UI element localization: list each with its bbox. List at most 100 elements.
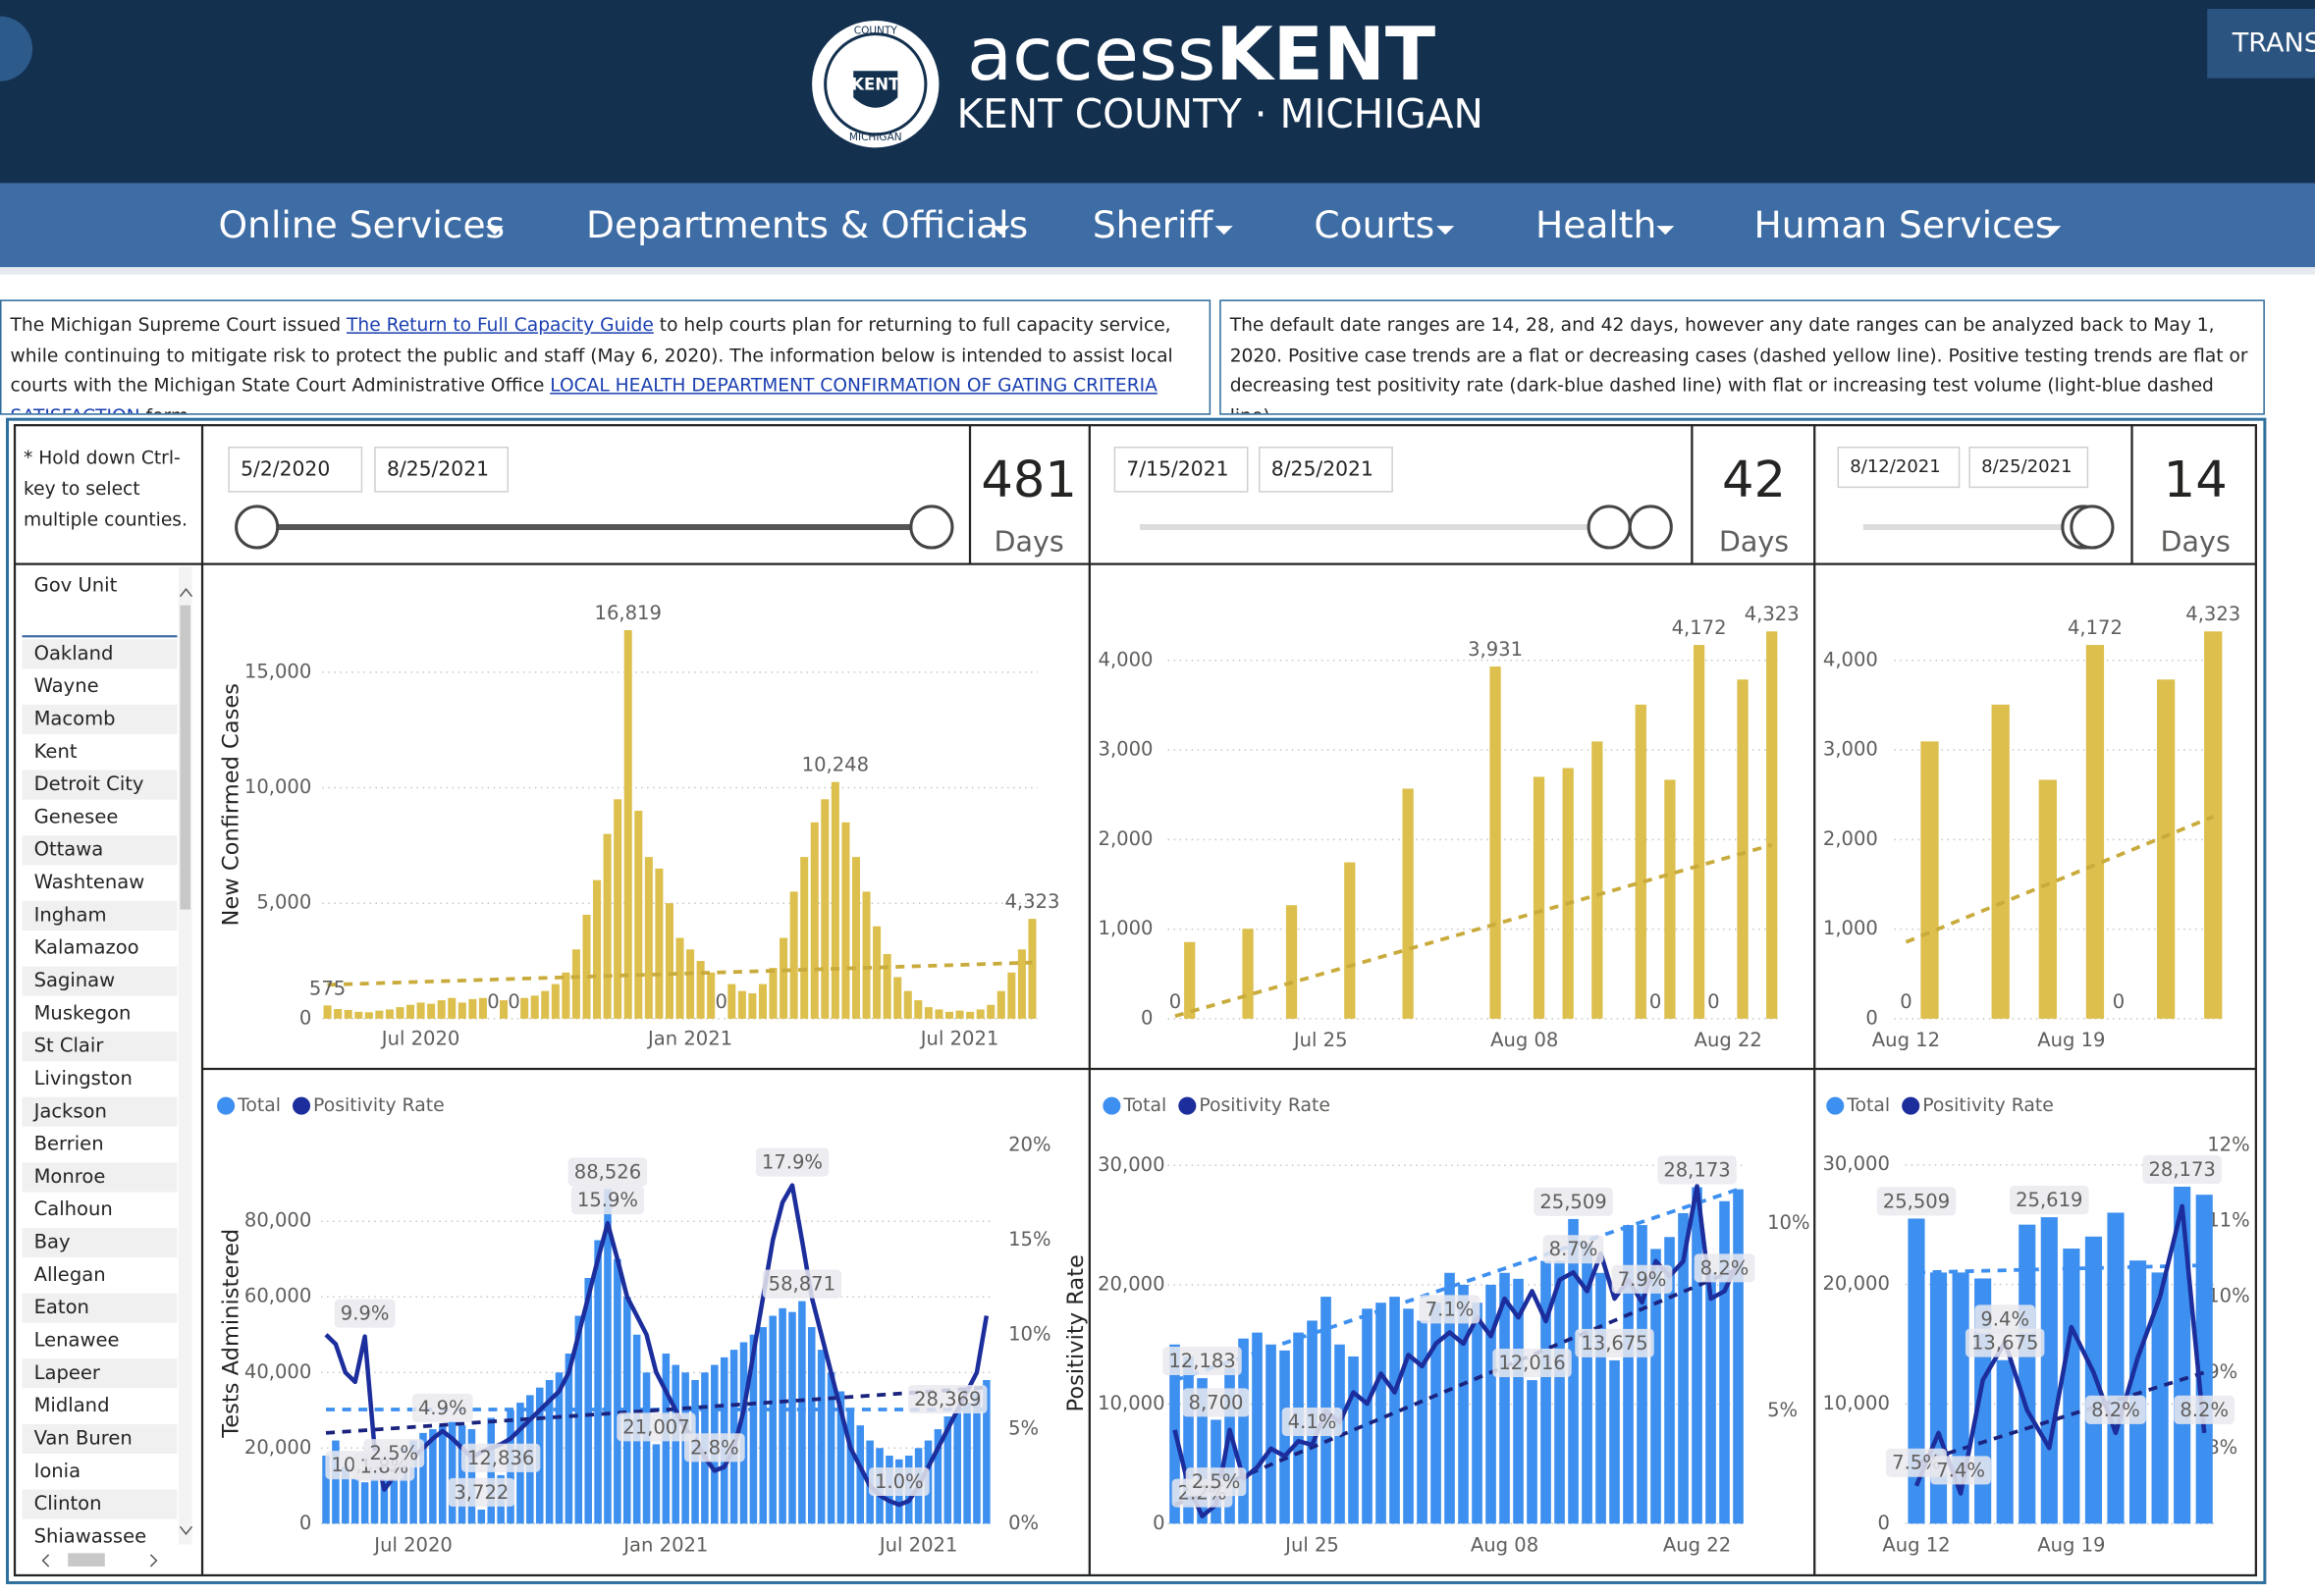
filter-row[interactable] xyxy=(22,1489,178,1519)
filter-item[interactable]: Kent xyxy=(34,740,78,763)
nav-item[interactable]: Human Services xyxy=(1754,203,2055,246)
filter-item[interactable]: Eaton xyxy=(34,1296,89,1318)
bar xyxy=(2019,1224,2036,1524)
filter-row[interactable] xyxy=(22,737,178,768)
date-text[interactable]: 5/2/2020 xyxy=(241,456,330,480)
filter-row[interactable] xyxy=(22,1096,178,1127)
filter-row[interactable] xyxy=(22,770,178,800)
filter-item[interactable]: Ingham xyxy=(34,903,107,926)
filter-item[interactable]: Genesee xyxy=(34,805,119,827)
date-input[interactable] xyxy=(1113,447,1249,493)
filter-item[interactable]: Detroit City xyxy=(34,772,144,795)
filter-row[interactable] xyxy=(22,1358,178,1389)
filter-row[interactable] xyxy=(22,1423,178,1454)
menu-button[interactable] xyxy=(0,16,33,81)
filter-item[interactable]: St Clair xyxy=(34,1035,105,1057)
date-text[interactable]: 8/12/2021 xyxy=(1850,456,1940,477)
filter-row[interactable] xyxy=(22,1391,178,1421)
nav-item[interactable]: Courts xyxy=(1314,203,1434,246)
nav-item[interactable]: Departments & Officials xyxy=(586,203,1028,246)
filter-row[interactable] xyxy=(22,1228,178,1258)
date-input[interactable] xyxy=(1968,447,2089,489)
filter-item[interactable]: Ottawa xyxy=(34,838,104,861)
filter-item[interactable]: Kalamazoo xyxy=(34,936,139,959)
filter-row[interactable] xyxy=(22,1032,178,1062)
filter-row[interactable] xyxy=(22,1195,178,1225)
filter-item[interactable]: Saginaw xyxy=(34,969,116,991)
filter-row[interactable] xyxy=(22,1162,178,1193)
bar xyxy=(1389,1297,1400,1524)
date-input[interactable] xyxy=(228,447,363,493)
hscroll-arrows[interactable] xyxy=(41,1554,158,1568)
filter-item[interactable]: Lapeer xyxy=(34,1361,101,1384)
translate-label[interactable]: TRANS xyxy=(2232,28,2315,59)
filter-item[interactable]: Ionia xyxy=(34,1460,81,1482)
filter-row[interactable] xyxy=(22,835,178,866)
filter-item[interactable]: Allegan xyxy=(34,1263,106,1286)
date-text[interactable]: 8/25/2021 xyxy=(1271,456,1373,480)
data-label: 0 xyxy=(1169,990,1181,1013)
filter-row[interactable] xyxy=(22,868,178,898)
scroll-up[interactable] xyxy=(179,587,193,598)
filter-item[interactable]: Macomb xyxy=(34,707,116,729)
filter-row[interactable] xyxy=(22,998,178,1029)
filter-row[interactable] xyxy=(22,671,178,702)
filter-item[interactable]: Lenawee xyxy=(34,1329,120,1352)
hscroll-thumb[interactable] xyxy=(68,1553,105,1567)
filter-row[interactable] xyxy=(22,1521,178,1552)
date-input[interactable] xyxy=(374,447,510,493)
note-right: The default date ranges are 14, 28, and … xyxy=(1219,299,2265,415)
filter-row[interactable] xyxy=(22,802,178,832)
date-text[interactable]: 7/15/2021 xyxy=(1126,456,1228,480)
filter-row[interactable] xyxy=(22,1325,178,1357)
filter-row[interactable] xyxy=(22,639,178,669)
filter-item[interactable]: Muskegon xyxy=(34,1001,132,1024)
slider-knob[interactable] xyxy=(235,505,280,550)
nav-item[interactable]: Health xyxy=(1535,203,1656,246)
filter-item[interactable]: Bay xyxy=(34,1231,71,1253)
filter-item[interactable]: Midland xyxy=(34,1394,110,1416)
bar xyxy=(530,995,539,1019)
filter-row[interactable] xyxy=(22,704,178,735)
date-input[interactable] xyxy=(1837,447,1961,489)
filter-item[interactable]: Clinton xyxy=(34,1492,102,1515)
filter-row[interactable] xyxy=(22,1457,178,1487)
filter-item[interactable]: Berrien xyxy=(34,1133,104,1155)
bar xyxy=(400,1448,407,1524)
trend-line xyxy=(325,1385,988,1435)
filter-row[interactable] xyxy=(22,1293,178,1323)
date-text[interactable]: 8/25/2021 xyxy=(387,456,489,480)
filter-item[interactable]: Jackson xyxy=(32,1099,107,1122)
days-unit: Days xyxy=(2161,525,2231,559)
filter-row[interactable] xyxy=(22,966,178,996)
note-link[interactable]: LOCAL HEALTH DEPARTMENT CONFIRMATION OF … xyxy=(10,373,1158,415)
nav-item[interactable]: Sheriff xyxy=(1093,203,1214,246)
slider-knob[interactable] xyxy=(2070,505,2115,550)
filter-item[interactable]: Washtenaw xyxy=(34,871,145,893)
filter-row[interactable] xyxy=(22,933,178,964)
nav-item[interactable]: Online Services xyxy=(219,203,506,246)
slider-knob[interactable] xyxy=(1587,505,1632,550)
label-box xyxy=(1185,1467,1247,1497)
date-input[interactable] xyxy=(1259,447,1393,493)
trend-line xyxy=(1173,1187,1740,1383)
y-tick-label: 30,000 xyxy=(1098,1153,1164,1176)
filter-item[interactable]: Monroe xyxy=(34,1165,106,1188)
filter-row[interactable] xyxy=(22,900,178,931)
filter-item[interactable]: Van Buren xyxy=(34,1426,133,1449)
filter-row[interactable] xyxy=(22,1130,178,1160)
filter-row[interactable] xyxy=(22,1064,178,1094)
translate-button[interactable] xyxy=(2207,9,2315,79)
filter-item[interactable]: Shiawassee xyxy=(34,1524,147,1547)
filter-item[interactable]: Livingston xyxy=(34,1067,133,1090)
filter-item[interactable]: Calhoun xyxy=(34,1197,113,1220)
filter-row[interactable] xyxy=(22,1260,178,1291)
scroll-thumb[interactable] xyxy=(180,605,190,910)
slider-knob[interactable] xyxy=(909,505,954,550)
note-link[interactable]: The Return to Full Capacity Guide xyxy=(347,312,654,336)
filter-item[interactable]: Oakland xyxy=(34,642,114,665)
scroll-down[interactable] xyxy=(179,1525,193,1536)
slider-knob[interactable] xyxy=(1628,505,1673,550)
date-text[interactable]: 8/25/2021 xyxy=(1981,456,2072,477)
filter-item[interactable]: Wayne xyxy=(34,674,99,697)
